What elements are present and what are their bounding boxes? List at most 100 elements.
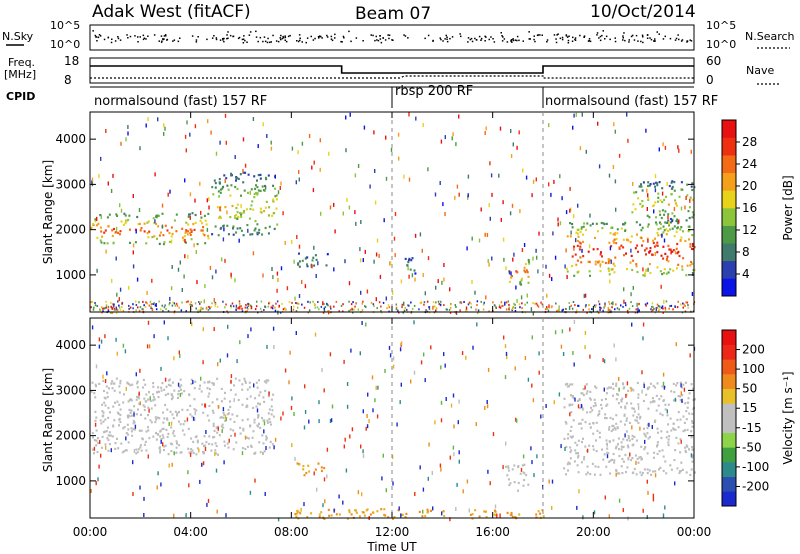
power-cell	[669, 228, 672, 231]
power-cell	[656, 303, 659, 306]
power-cell	[414, 272, 417, 275]
power-cell	[250, 204, 253, 207]
power-cell	[193, 228, 196, 231]
power-cell	[519, 306, 521, 309]
velocity-cell	[576, 444, 579, 447]
power-cell	[291, 146, 294, 151]
velocity-cell	[137, 395, 140, 398]
velocity-cell	[554, 330, 557, 335]
velocity-cell	[399, 347, 402, 352]
velocity-cell	[102, 420, 105, 423]
velocity-cell	[618, 472, 621, 475]
velocity-cell	[257, 413, 260, 416]
power-cell	[125, 137, 127, 142]
velocity-cell	[227, 446, 230, 449]
power-cell	[598, 260, 601, 263]
power-cell	[652, 309, 654, 312]
power-cell	[629, 261, 632, 264]
velocity-cell	[234, 432, 236, 437]
power-cell	[251, 200, 254, 203]
noise-dot	[177, 40, 180, 43]
velocity-cell	[465, 355, 467, 360]
power-cell	[561, 309, 563, 312]
power-cell	[598, 164, 601, 169]
power-cell	[397, 132, 400, 137]
power-cell	[642, 267, 644, 272]
velocity-cell	[256, 386, 259, 389]
velocity-cell	[584, 330, 587, 335]
velocity-cell	[518, 513, 521, 516]
power-cell	[349, 308, 352, 311]
velocity-cell	[304, 409, 307, 414]
noise-dot	[94, 34, 97, 37]
velocity-cell	[666, 430, 669, 433]
noise-dot	[340, 40, 342, 43]
power-cell	[576, 259, 579, 262]
velocity-cell	[160, 386, 163, 389]
velocity-cell	[345, 468, 348, 473]
velocity-cell	[618, 376, 620, 381]
power-cell	[663, 198, 666, 201]
velocity-cell	[158, 390, 160, 393]
velocity-cell	[229, 405, 232, 409]
velocity-cell	[155, 431, 157, 435]
velocity-cell	[203, 451, 205, 454]
power-cell	[502, 304, 504, 307]
power-cell	[638, 185, 641, 188]
noise-dot	[263, 36, 266, 38]
velocity-cell	[262, 442, 265, 445]
velocity-cell	[615, 472, 617, 477]
velocity-cell	[367, 392, 369, 397]
velocity-cell	[362, 511, 365, 514]
power-cell	[645, 247, 648, 250]
power-cell	[582, 233, 584, 236]
noise-dot	[556, 34, 558, 36]
power-cell	[548, 123, 550, 128]
velocity-cell	[122, 427, 125, 430]
velocity-cell	[161, 382, 164, 385]
range-tick-label: 4000	[55, 338, 86, 352]
power-cell	[645, 253, 647, 256]
velocity-cell	[255, 405, 258, 408]
power-cell	[246, 309, 248, 312]
velocity-cell	[676, 418, 679, 421]
velocity-cell	[282, 411, 284, 416]
noise-dot	[442, 40, 444, 42]
velocity-cell	[683, 387, 686, 392]
colorbar-cell	[722, 137, 736, 156]
power-cell	[107, 305, 110, 308]
noise-dot	[280, 38, 282, 41]
power-cell	[170, 235, 173, 238]
power-cell	[107, 310, 110, 313]
velocity-cell	[135, 413, 138, 416]
velocity-cell	[594, 465, 597, 468]
power-cell	[633, 191, 636, 194]
power-cell	[167, 310, 170, 312]
velocity-cell	[154, 416, 157, 419]
power-cell	[532, 179, 535, 184]
power-cell	[120, 141, 122, 146]
velocity-cell	[449, 517, 451, 522]
power-cell	[532, 256, 534, 261]
velocity-cell	[156, 433, 159, 436]
velocity-cell	[578, 398, 581, 402]
power-cell	[330, 307, 332, 310]
power-cell	[575, 231, 578, 234]
velocity-cell	[91, 381, 94, 384]
noise-dot	[287, 35, 290, 38]
power-cell	[137, 223, 140, 226]
velocity-cell	[627, 436, 630, 439]
velocity-cell	[508, 483, 511, 487]
velocity-cell	[235, 441, 238, 444]
velocity-cell	[136, 380, 139, 383]
velocity-cell	[328, 514, 331, 517]
velocity-cell	[116, 437, 118, 440]
power-cell	[402, 311, 404, 314]
noise-dot	[145, 38, 147, 40]
power-cell	[553, 179, 555, 184]
power-cell	[630, 292, 632, 297]
velocity-cell	[241, 447, 244, 450]
power-cell	[513, 302, 515, 305]
velocity-cell	[592, 445, 595, 448]
power-cell	[618, 246, 621, 249]
